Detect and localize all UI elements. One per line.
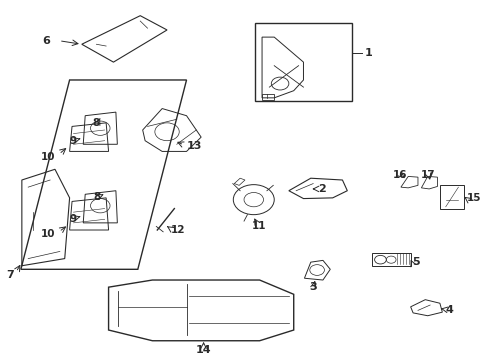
Text: 13: 13 <box>187 141 202 151</box>
Text: 4: 4 <box>446 305 454 315</box>
Text: 14: 14 <box>196 345 211 355</box>
Bar <box>255 23 352 102</box>
Text: 15: 15 <box>466 193 481 203</box>
Text: 16: 16 <box>392 170 407 180</box>
Text: 10: 10 <box>40 152 55 162</box>
Text: 5: 5 <box>413 257 420 267</box>
Text: 1: 1 <box>365 48 372 58</box>
Text: 11: 11 <box>251 221 266 231</box>
Text: 8: 8 <box>93 192 100 202</box>
Bar <box>372 253 411 266</box>
Text: 9: 9 <box>70 136 77 146</box>
Text: 17: 17 <box>420 170 435 180</box>
Text: 2: 2 <box>318 184 326 194</box>
Text: 9: 9 <box>70 213 77 224</box>
Text: 7: 7 <box>6 270 14 280</box>
Text: 3: 3 <box>309 282 317 292</box>
Text: 6: 6 <box>42 36 50 46</box>
Text: 10: 10 <box>40 229 55 239</box>
Text: 12: 12 <box>171 225 185 235</box>
Bar <box>440 185 464 208</box>
Text: 8: 8 <box>93 118 100 128</box>
